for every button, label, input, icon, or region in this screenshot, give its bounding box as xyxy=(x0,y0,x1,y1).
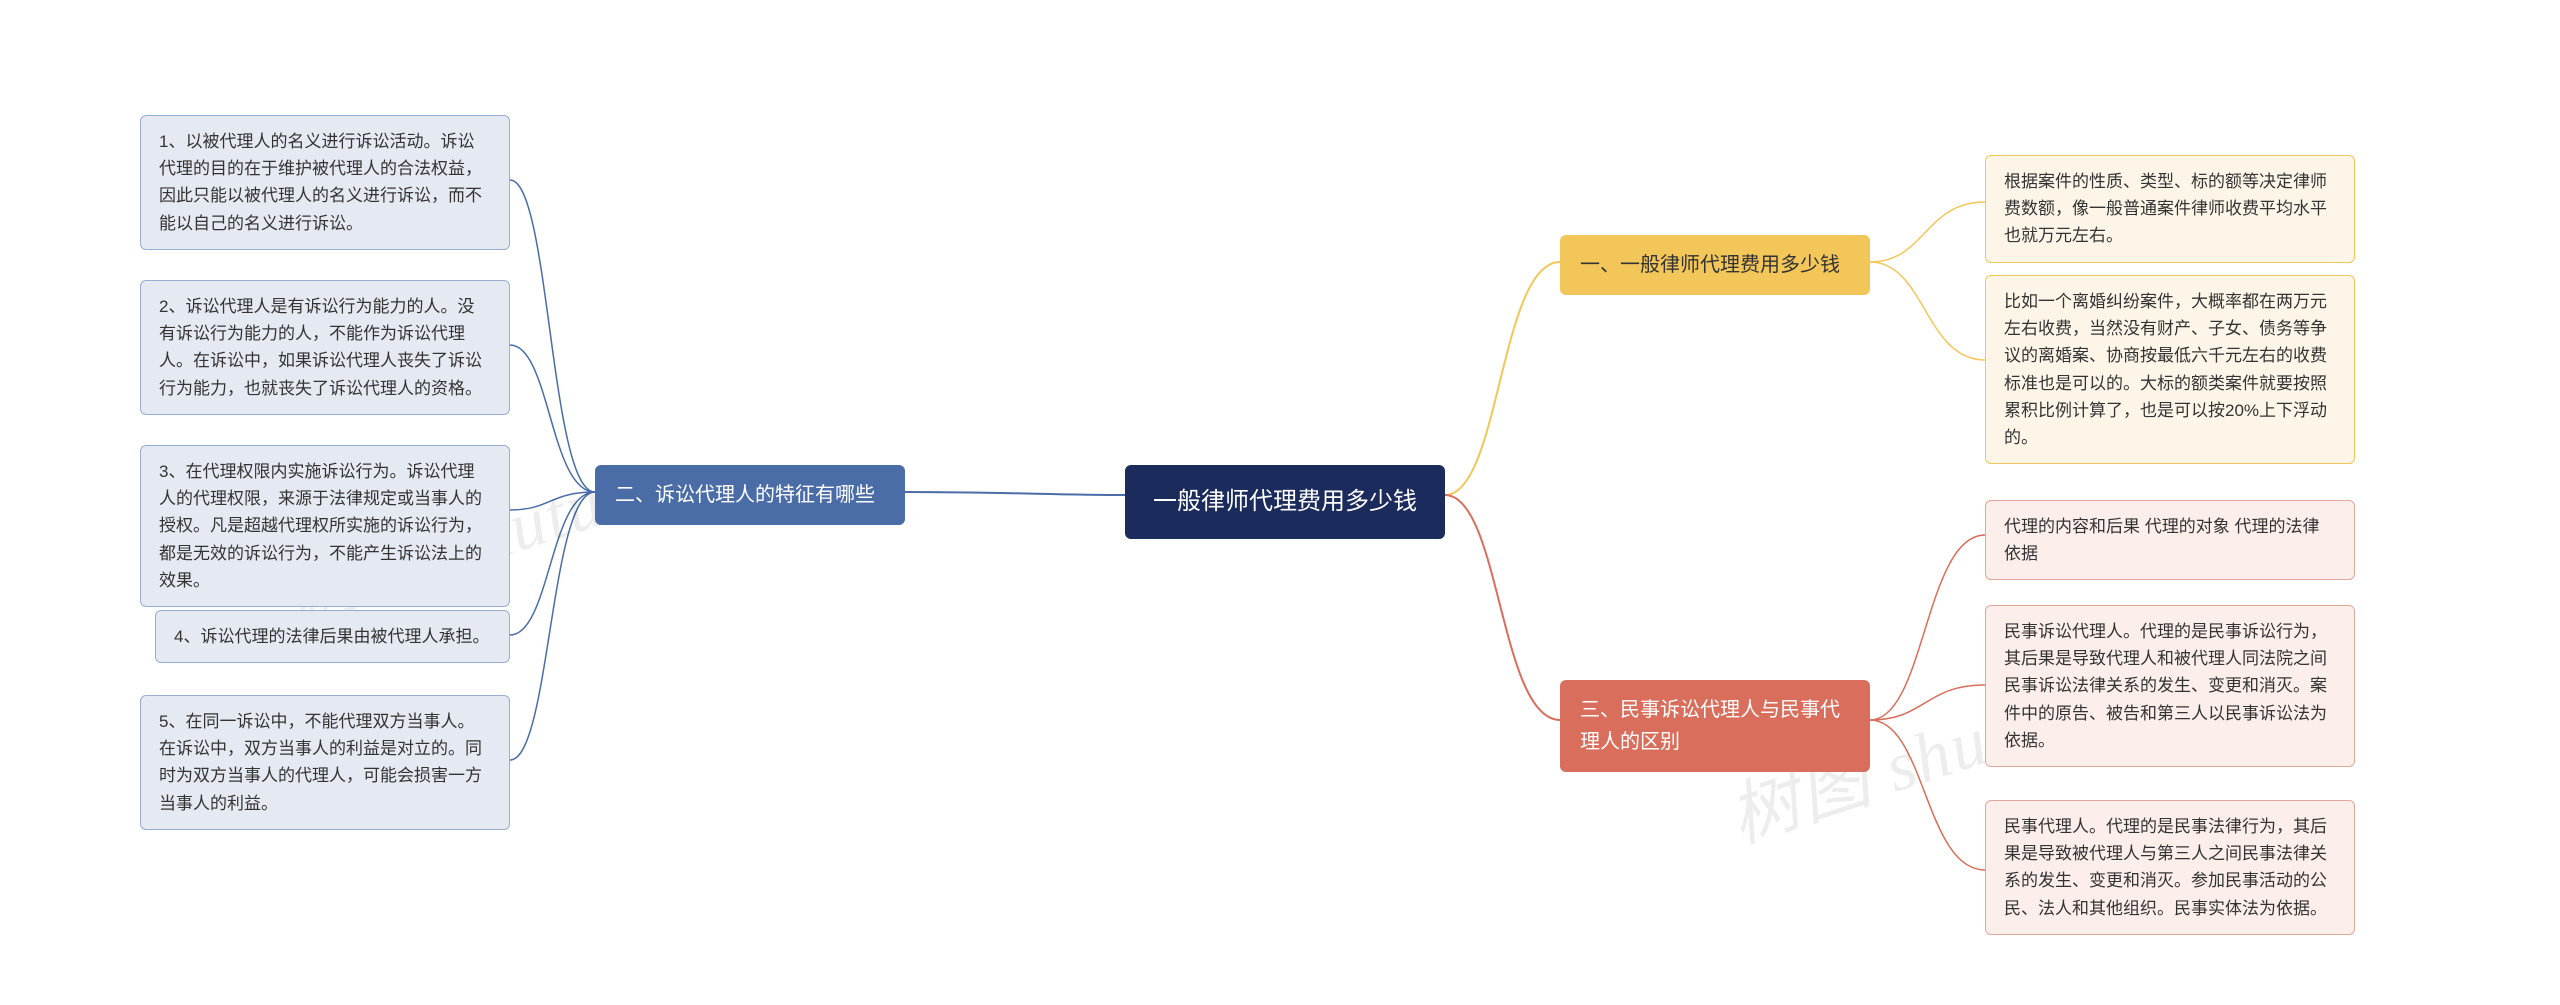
branch-one-leaf-1: 比如一个离婚纠纷案件，大概率都在两万元左右收费，当然没有财产、子女、债务等争议的… xyxy=(1985,275,2355,464)
branch-one: 一、一般律师代理费用多少钱 xyxy=(1560,235,1870,295)
branch-three-leaf-0: 代理的内容和后果 代理的对象 代理的法律依据 xyxy=(1985,500,2355,580)
branch-two-leaf-1: 2、诉讼代理人是有诉讼行为能力的人。没有诉讼行为能力的人，不能作为诉讼代理人。在… xyxy=(140,280,510,415)
branch-one-leaf-0: 根据案件的性质、类型、标的额等决定律师费数额，像一般普通案件律师收费平均水平也就… xyxy=(1985,155,2355,263)
branch-two-leaf-0: 1、以被代理人的名义进行诉讼活动。诉讼代理的目的在于维护被代理人的合法权益，因此… xyxy=(140,115,510,250)
branch-two-leaf-4: 5、在同一诉讼中，不能代理双方当事人。在诉讼中，双方当事人的利益是对立的。同时为… xyxy=(140,695,510,830)
branch-two-leaf-3: 4、诉讼代理的法律后果由被代理人承担。 xyxy=(155,610,510,663)
branch-three-leaf-2: 民事代理人。代理的是民事法律行为，其后果是导致被代理人与第三人之间民事法律关系的… xyxy=(1985,800,2355,935)
branch-two: 二、诉讼代理人的特征有哪些 xyxy=(595,465,905,525)
branch-three-leaf-1: 民事诉讼代理人。代理的是民事诉讼行为，其后果是导致代理人和被代理人同法院之间民事… xyxy=(1985,605,2355,767)
branch-two-leaf-2: 3、在代理权限内实施诉讼行为。诉讼代理人的代理权限，来源于法律规定或当事人的授权… xyxy=(140,445,510,607)
branch-three: 三、民事诉讼代理人与民事代理人的区别 xyxy=(1560,680,1870,772)
root-node: 一般律师代理费用多少钱 xyxy=(1125,465,1445,539)
